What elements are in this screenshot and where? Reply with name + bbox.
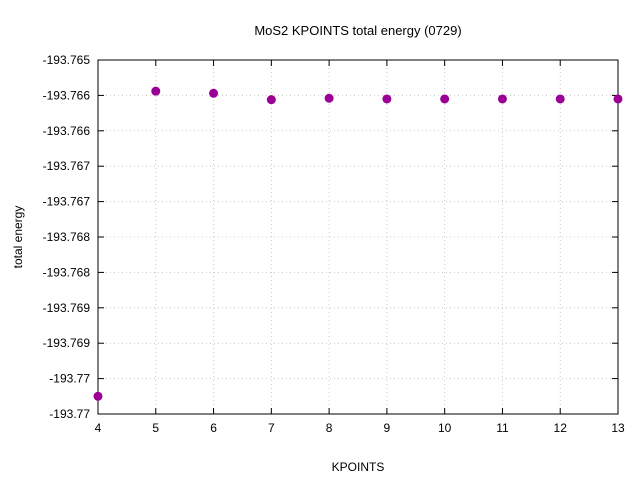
x-tick-label: 11 xyxy=(496,421,509,435)
y-tick-label: -193.766 xyxy=(43,124,91,138)
y-tick-label: -193.77 xyxy=(49,407,90,421)
y-tick-label: -193.767 xyxy=(43,195,91,209)
x-tick-label: 5 xyxy=(152,421,159,435)
y-tick-label: -193.768 xyxy=(43,265,91,279)
x-tick-label: 8 xyxy=(326,421,333,435)
chart-title: MoS2 KPOINTS total energy (0729) xyxy=(254,23,461,38)
data-point xyxy=(555,94,565,104)
data-point xyxy=(440,94,450,104)
x-tick-label: 13 xyxy=(611,421,625,435)
data-point xyxy=(613,94,623,104)
x-tick-label: 10 xyxy=(438,421,452,435)
y-tick-label: -193.765 xyxy=(43,53,91,67)
y-tick-label: -193.767 xyxy=(43,159,91,173)
data-point xyxy=(324,93,334,103)
y-tick-label: -193.768 xyxy=(43,230,91,244)
data-point xyxy=(266,95,276,105)
x-tick-label: 12 xyxy=(554,421,568,435)
x-axis-label: KPOINTS xyxy=(332,460,385,474)
grid-lines xyxy=(98,60,618,414)
x-tick-label: 4 xyxy=(95,421,102,435)
x-tick-labels: 4 5 6 7 8 9 10 11 12 13 xyxy=(95,421,625,435)
x-tick-label: 9 xyxy=(384,421,391,435)
x-tick-label: 6 xyxy=(210,421,217,435)
data-point xyxy=(151,86,161,96)
y-tick-label: -193.769 xyxy=(43,336,91,350)
data-point xyxy=(209,88,219,98)
data-points xyxy=(93,86,623,401)
y-tick-label: -193.77 xyxy=(49,372,90,386)
y-tick-labels: -193.765 -193.766 -193.766 -193.767 -193.767… xyxy=(43,53,91,421)
tick-marks xyxy=(97,59,619,415)
data-point xyxy=(93,391,103,401)
y-tick-label: -193.766 xyxy=(43,88,91,102)
data-point xyxy=(497,94,507,104)
data-point xyxy=(382,94,392,104)
x-tick-label: 7 xyxy=(268,421,275,435)
y-tick-label: -193.769 xyxy=(43,301,91,315)
y-axis-label: total energy xyxy=(11,206,25,269)
